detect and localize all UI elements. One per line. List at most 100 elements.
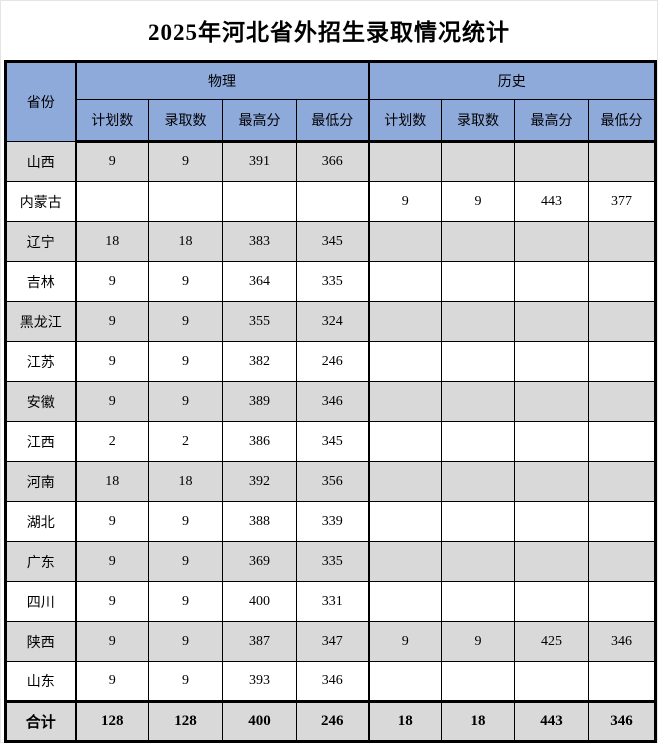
value-cell	[588, 381, 656, 422]
value-cell	[514, 141, 589, 182]
value-cell: 9	[148, 301, 223, 342]
header-section-history: 历史	[367, 61, 656, 100]
value-cell: 9	[74, 621, 149, 662]
table-row: 陕西 9 9 387 347 9 9 425 346	[5, 621, 656, 662]
table-row: 广东 9 9 369 335	[5, 541, 656, 582]
value-cell: 9	[74, 501, 149, 542]
value-cell: 9	[148, 661, 223, 702]
value-cell	[441, 461, 515, 502]
value-cell	[514, 461, 589, 502]
header-province: 省份	[5, 61, 76, 142]
total-value-cell: 128	[148, 700, 223, 742]
value-cell: 383	[222, 221, 297, 262]
value-cell	[367, 381, 442, 422]
value-cell: 400	[222, 581, 297, 622]
value-cell: 347	[296, 621, 369, 662]
value-cell: 356	[296, 461, 369, 502]
total-value-cell: 246	[296, 700, 369, 742]
value-cell	[441, 381, 515, 422]
province-cell: 安徽	[5, 381, 76, 422]
table-body: 山西 9 9 391 366 内蒙古 9 9 443 377	[5, 141, 656, 742]
value-cell: 9	[74, 141, 149, 182]
value-cell: 9	[367, 621, 442, 662]
value-cell	[367, 141, 442, 182]
value-cell	[588, 661, 656, 702]
value-cell: 382	[222, 341, 297, 382]
value-cell	[367, 461, 442, 502]
value-cell: 9	[148, 261, 223, 302]
header-section-physics: 物理	[74, 61, 369, 100]
table-row: 江苏 9 9 382 246	[5, 341, 656, 382]
value-cell: 9	[74, 581, 149, 622]
total-value-cell: 18	[441, 700, 515, 742]
table-row: 四川 9 9 400 331	[5, 581, 656, 622]
value-cell: 443	[514, 181, 589, 222]
table-row: 河南 18 18 392 356	[5, 461, 656, 502]
table-row: 黑龙江 9 9 355 324	[5, 301, 656, 342]
value-cell	[441, 341, 515, 382]
total-label-cell: 合计	[5, 700, 76, 742]
value-cell	[588, 301, 656, 342]
table-row: 湖北 9 9 388 339	[5, 501, 656, 542]
value-cell	[367, 421, 442, 462]
value-cell	[514, 581, 589, 622]
table-row: 吉林 9 9 364 335	[5, 261, 656, 302]
value-cell: 331	[296, 581, 369, 622]
value-cell	[441, 261, 515, 302]
value-cell	[588, 221, 656, 262]
province-cell: 山西	[5, 141, 76, 182]
province-cell: 山东	[5, 661, 76, 702]
value-cell	[514, 541, 589, 582]
value-cell: 9	[441, 181, 515, 222]
value-cell: 9	[74, 261, 149, 302]
value-cell: 339	[296, 501, 369, 542]
value-cell	[514, 381, 589, 422]
value-cell	[588, 261, 656, 302]
page-title: 2025年河北省外招生录取情况统计	[148, 20, 510, 45]
value-cell	[441, 501, 515, 542]
value-cell: 386	[222, 421, 297, 462]
value-cell	[514, 421, 589, 462]
province-cell: 江西	[5, 421, 76, 462]
total-value-cell: 443	[514, 700, 589, 742]
value-cell: 9	[74, 541, 149, 582]
value-cell	[148, 181, 223, 222]
value-cell	[367, 661, 442, 702]
value-cell: 387	[222, 621, 297, 662]
value-cell	[588, 461, 656, 502]
value-cell	[441, 301, 515, 342]
province-cell: 湖北	[5, 501, 76, 542]
header-history-plan: 计划数	[367, 99, 442, 143]
value-cell	[222, 181, 297, 222]
value-cell: 369	[222, 541, 297, 582]
table-header: 省份 物理 历史 计划数 录取数 最高分 最低分 计划数 录取数 最高分 最低分	[5, 61, 656, 143]
value-cell	[441, 541, 515, 582]
total-value-cell: 400	[222, 700, 297, 742]
value-cell: 388	[222, 501, 297, 542]
value-cell	[74, 181, 149, 222]
value-cell: 364	[222, 261, 297, 302]
value-cell: 391	[222, 141, 297, 182]
header-history-admitted: 录取数	[441, 99, 515, 143]
value-cell: 18	[148, 221, 223, 262]
header-history-min: 最低分	[588, 99, 656, 143]
value-cell: 9	[441, 621, 515, 662]
header-subcolumn-row: 计划数 录取数 最高分 最低分 计划数 录取数 最高分 最低分	[6, 99, 656, 143]
header-physics-plan: 计划数	[74, 99, 149, 143]
value-cell	[514, 261, 589, 302]
value-cell	[588, 421, 656, 462]
province-cell: 江苏	[5, 341, 76, 382]
province-cell: 吉林	[5, 261, 76, 302]
value-cell	[367, 341, 442, 382]
value-cell: 393	[222, 661, 297, 702]
province-cell: 陕西	[5, 621, 76, 662]
header-section-row: 省份 物理 历史	[5, 61, 656, 142]
table-row: 辽宁 18 18 383 345	[5, 221, 656, 262]
value-cell: 2	[74, 421, 149, 462]
admissions-stats-table: 省份 物理 历史 计划数 录取数 最高分 最低分 计划数 录取数 最高分 最低分…	[4, 60, 657, 743]
province-cell: 黑龙江	[5, 301, 76, 342]
value-cell	[514, 301, 589, 342]
value-cell: 9	[74, 381, 149, 422]
value-cell	[514, 221, 589, 262]
value-cell: 9	[367, 181, 442, 222]
